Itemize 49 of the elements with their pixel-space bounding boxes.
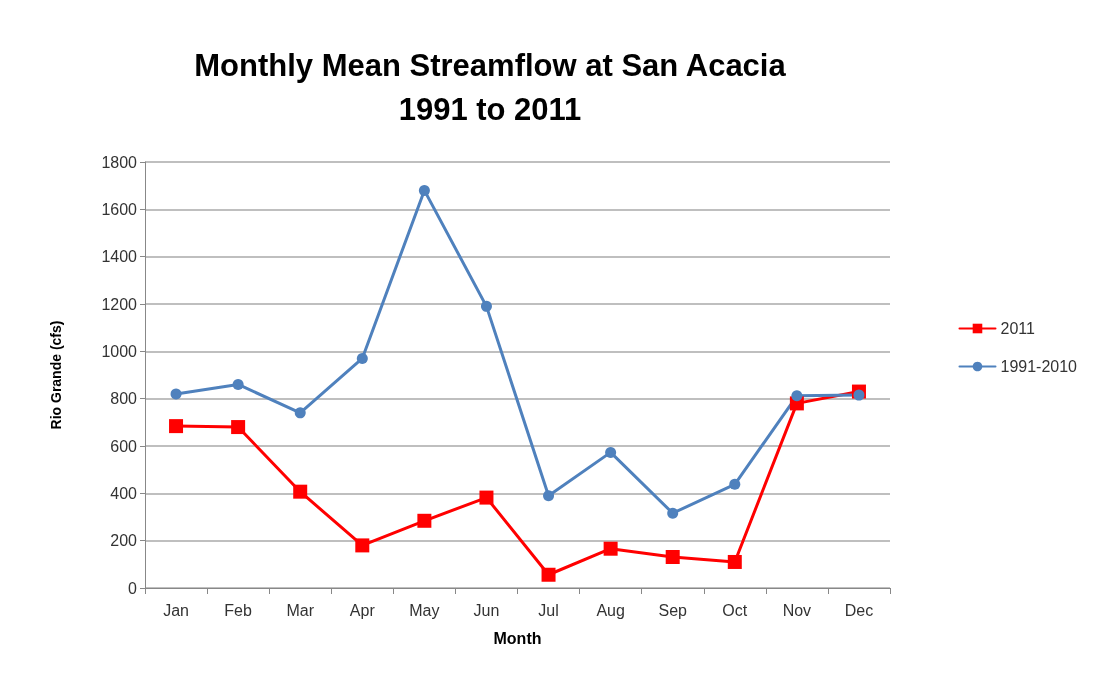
point	[727, 554, 742, 569]
point	[231, 420, 246, 435]
y-axis-title: Rio Grande (cfs)	[48, 320, 64, 430]
x-tick-label: Jul	[538, 601, 559, 619]
y-tick-label: 1200	[101, 295, 138, 313]
y-tick-label: 400	[110, 484, 138, 502]
legend-label: 2011	[1000, 320, 1035, 337]
x-tick-label: Mar	[286, 601, 315, 619]
x-tick-label: May	[409, 601, 440, 619]
point	[603, 541, 618, 556]
x-tick-label: Nov	[782, 601, 812, 619]
x-tick-label: Jan	[163, 601, 189, 619]
y-tick-label: 1000	[101, 342, 138, 360]
x-tick-label: Aug	[596, 601, 625, 619]
point	[479, 490, 494, 505]
point	[665, 550, 680, 564]
y-tick-label: 200	[110, 532, 138, 550]
y-tick-label: 1800	[101, 153, 138, 171]
point	[356, 352, 368, 364]
x-tick-label: Feb	[224, 601, 253, 619]
point	[293, 484, 308, 499]
point	[605, 446, 617, 458]
point	[480, 300, 492, 312]
legend-label: 1991-2010	[1000, 358, 1078, 375]
point	[170, 388, 182, 400]
x-tick-label: Dec	[844, 601, 874, 619]
point	[543, 490, 555, 502]
x-tick-label: Sep	[658, 601, 688, 619]
point	[791, 390, 803, 402]
point	[355, 538, 370, 553]
y-tick-label: 1400	[101, 248, 138, 266]
y-tick-label: 800	[110, 390, 138, 408]
y-tick-label: 0	[128, 579, 138, 597]
point	[169, 419, 184, 434]
x-axis-title: Month	[493, 629, 542, 647]
point	[232, 378, 244, 390]
x-tick-label: Oct	[722, 601, 748, 619]
y-tick-label: 1600	[101, 200, 138, 218]
chart-title: Monthly Mean Streamflow at San Acacia 1991 to 2011	[194, 47, 787, 127]
y-tick-label: 600	[110, 437, 138, 455]
point	[418, 184, 430, 196]
point	[294, 407, 306, 419]
x-tick-label: Apr	[349, 601, 376, 619]
point	[417, 513, 432, 528]
point	[667, 507, 679, 519]
point	[853, 389, 865, 401]
point	[729, 478, 741, 490]
point	[541, 567, 556, 582]
x-tick-label: Jun	[473, 601, 500, 619]
